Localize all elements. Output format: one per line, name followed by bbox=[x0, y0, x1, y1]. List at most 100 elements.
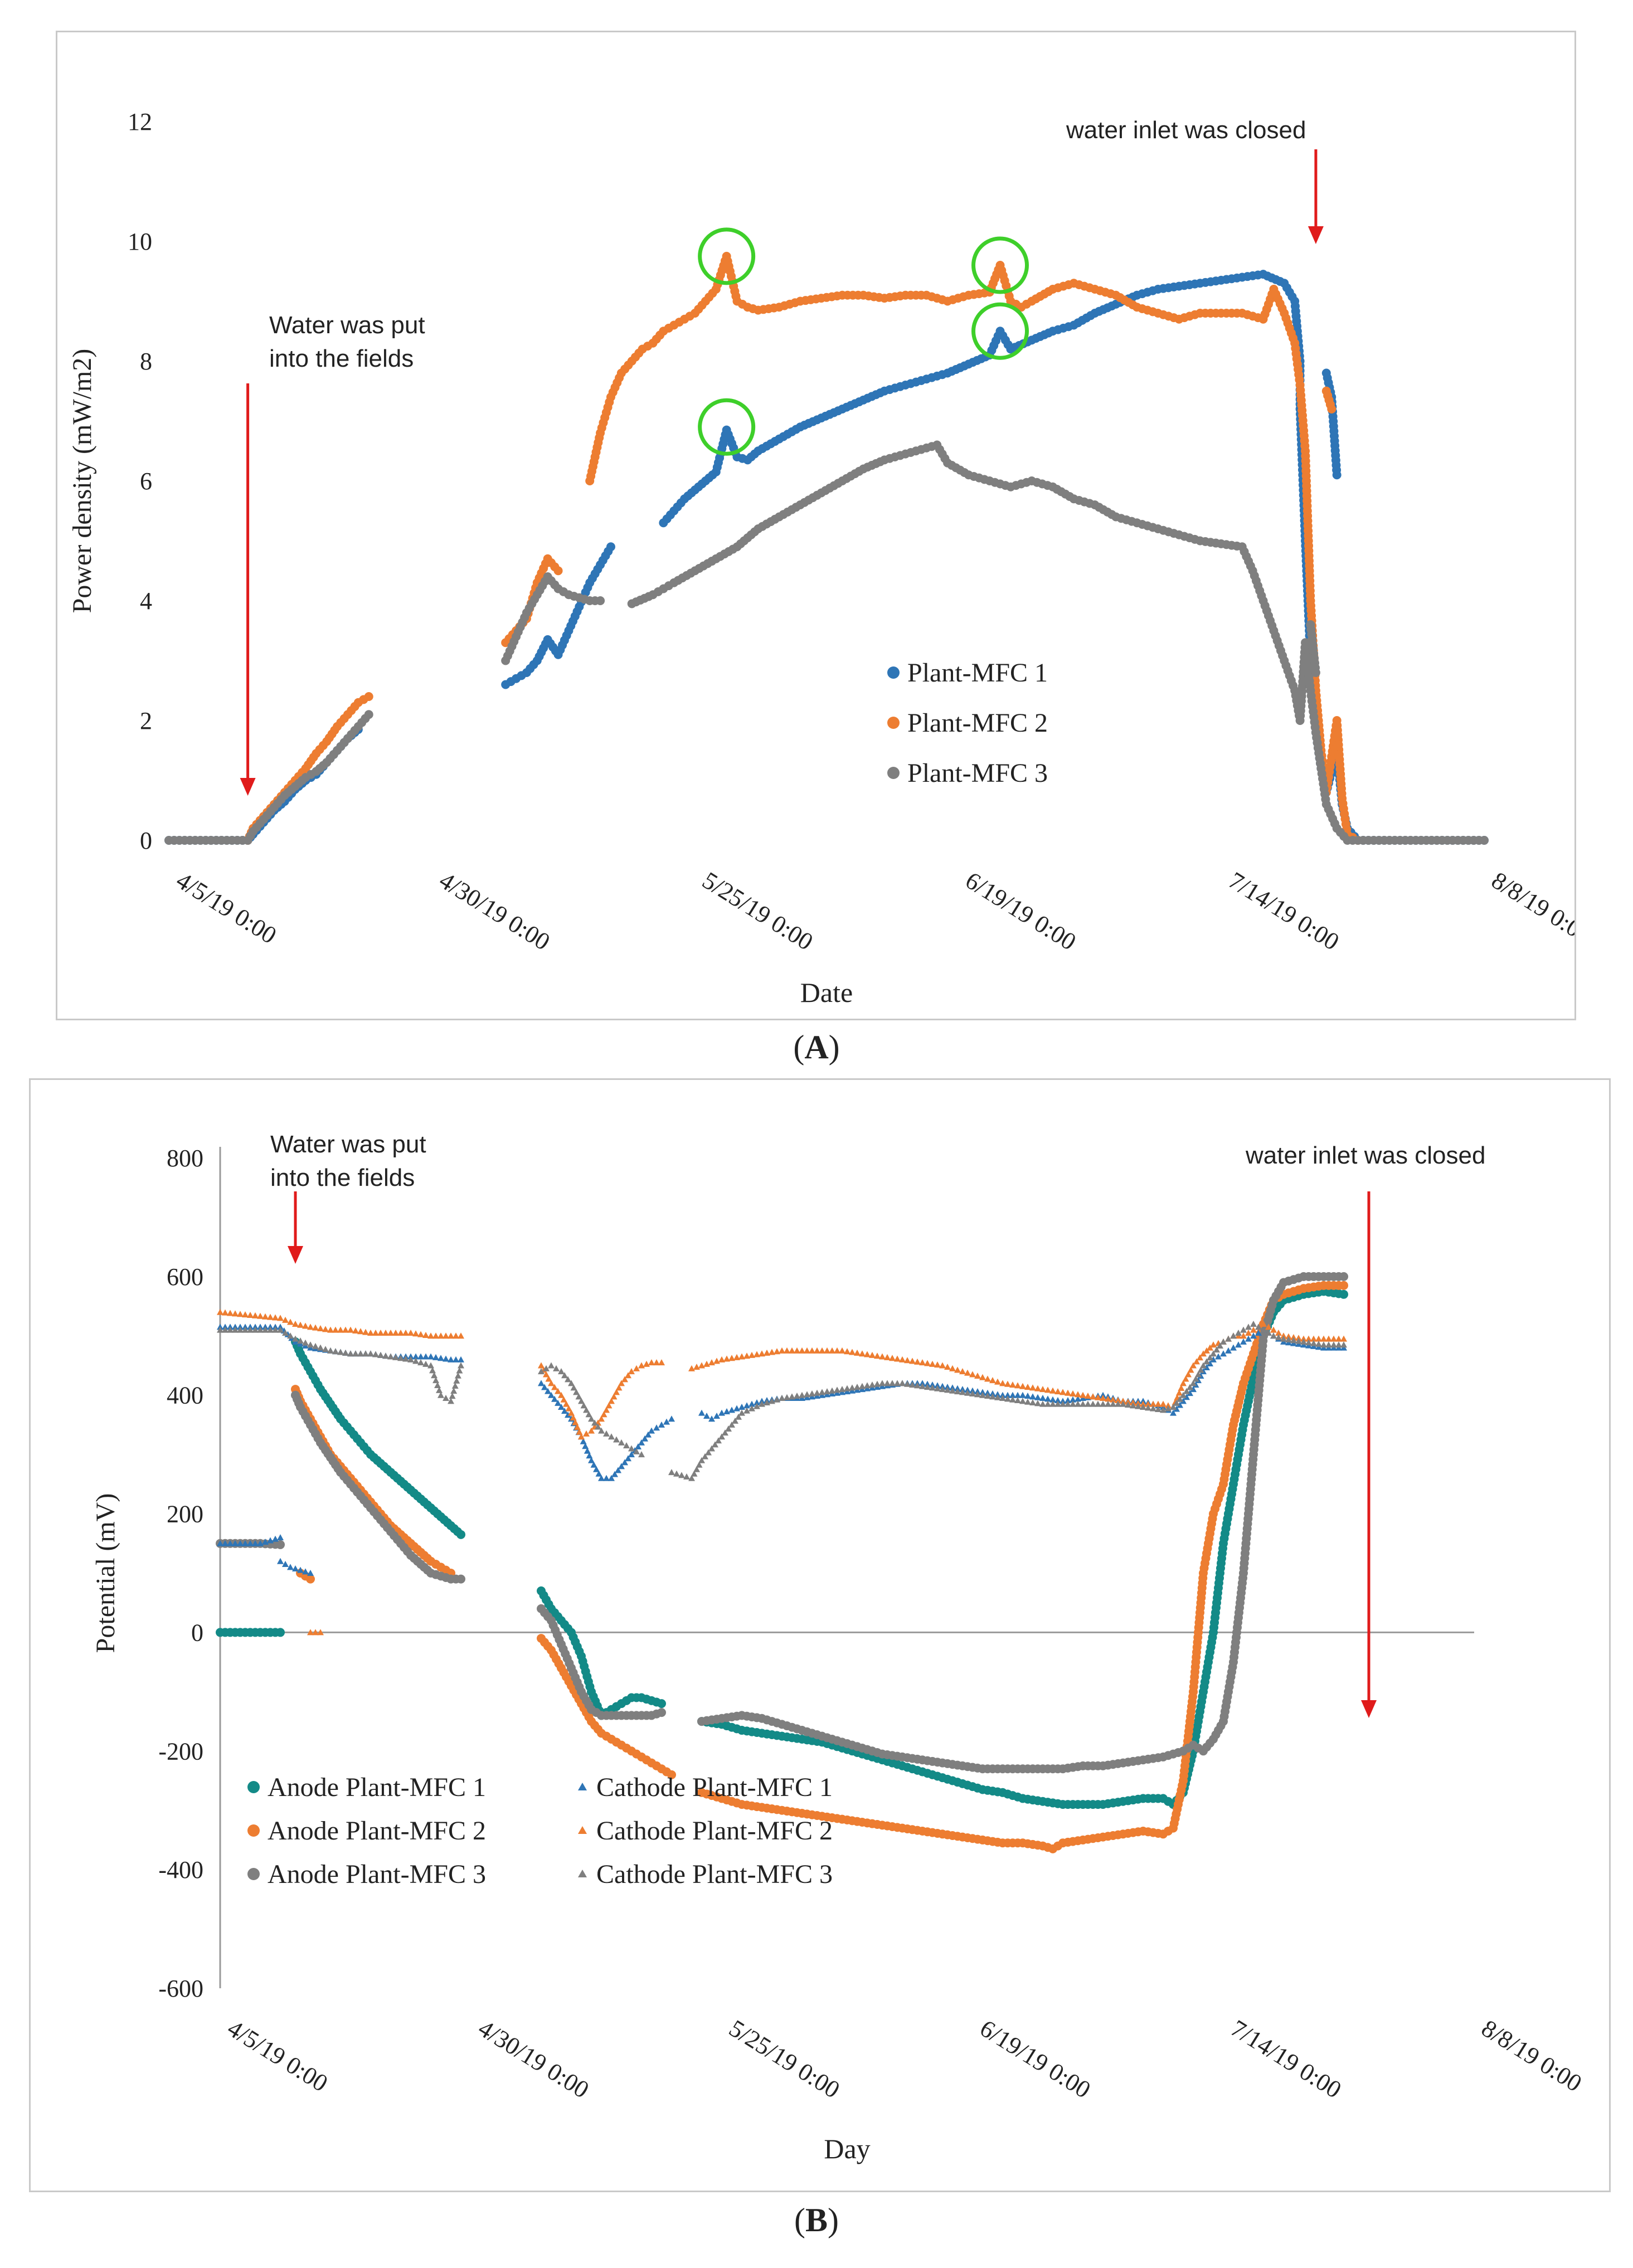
data-point bbox=[1225, 1335, 1232, 1342]
data-point bbox=[929, 1384, 936, 1391]
data-point bbox=[964, 1369, 971, 1376]
data-point bbox=[560, 1396, 567, 1403]
data-point bbox=[312, 1342, 319, 1349]
data-point bbox=[839, 1347, 845, 1354]
data-point bbox=[984, 1393, 991, 1399]
highlight-circle bbox=[971, 302, 1029, 360]
data-point bbox=[1190, 1386, 1197, 1393]
data-point bbox=[708, 1415, 715, 1422]
data-point bbox=[242, 1311, 249, 1318]
data-point bbox=[306, 1574, 315, 1584]
data-point bbox=[657, 1708, 666, 1717]
data-point bbox=[603, 1406, 610, 1413]
data-point bbox=[1080, 1391, 1086, 1398]
data-point bbox=[453, 1377, 460, 1384]
data-point bbox=[1019, 1383, 1026, 1389]
x-tick-label: 7/14/19 0:00 bbox=[1226, 2014, 1347, 2104]
data-point bbox=[337, 1326, 344, 1333]
data-point bbox=[282, 1316, 289, 1323]
data-point bbox=[538, 1368, 545, 1375]
data-point bbox=[979, 1374, 986, 1380]
data-point bbox=[454, 1372, 461, 1379]
data-point bbox=[749, 1400, 755, 1407]
y-tick-label: 800 bbox=[167, 1145, 203, 1172]
data-point bbox=[449, 1393, 456, 1399]
data-point bbox=[397, 1355, 404, 1361]
data-point bbox=[869, 1381, 876, 1388]
data-point bbox=[964, 1389, 971, 1396]
data-point bbox=[262, 1326, 269, 1333]
data-point bbox=[621, 1376, 628, 1383]
data-point bbox=[774, 1348, 780, 1355]
data-point bbox=[217, 1540, 223, 1546]
data-point bbox=[929, 1360, 936, 1367]
data-point bbox=[1230, 1332, 1237, 1339]
data-point bbox=[789, 1393, 795, 1400]
legend-label: Anode Plant-MFC 1 bbox=[268, 1773, 486, 1802]
data-point bbox=[1065, 1397, 1071, 1404]
data-point bbox=[1170, 1409, 1177, 1416]
data-point bbox=[1250, 1321, 1257, 1327]
data-point bbox=[1215, 1353, 1222, 1360]
data-point bbox=[575, 1393, 582, 1400]
data-point bbox=[949, 1387, 956, 1394]
data-point bbox=[688, 1365, 695, 1371]
data-point bbox=[595, 1470, 602, 1477]
data-point bbox=[262, 1313, 269, 1320]
data-point bbox=[1325, 1341, 1332, 1348]
data-point bbox=[436, 1386, 443, 1393]
annotation-text: Water was put bbox=[269, 312, 425, 339]
data-point bbox=[794, 1347, 800, 1354]
data-point bbox=[227, 1326, 234, 1333]
data-point bbox=[1044, 1395, 1051, 1402]
data-point bbox=[578, 1398, 585, 1404]
data-point bbox=[342, 1326, 349, 1333]
data-point bbox=[267, 1326, 274, 1333]
highlight-circle bbox=[971, 236, 1029, 294]
data-point bbox=[578, 1433, 585, 1440]
data-point bbox=[1019, 1398, 1026, 1404]
data-point bbox=[809, 1390, 815, 1397]
data-point bbox=[434, 1381, 441, 1388]
y-tick-label: 10 bbox=[128, 228, 152, 255]
data-point bbox=[292, 1565, 299, 1572]
data-point bbox=[1059, 1389, 1066, 1395]
data-point bbox=[565, 1376, 571, 1383]
data-point bbox=[723, 1408, 730, 1414]
data-point bbox=[1285, 1336, 1292, 1342]
legend-label: Cathode Plant-MFC 3 bbox=[596, 1860, 833, 1889]
data-point bbox=[227, 1540, 234, 1546]
data-point bbox=[713, 1357, 720, 1364]
data-point bbox=[443, 1332, 449, 1339]
data-point bbox=[598, 1427, 605, 1434]
series-plant-mfc-3 bbox=[164, 440, 1489, 845]
data-point bbox=[392, 1329, 399, 1336]
data-point bbox=[844, 1348, 850, 1355]
data-point bbox=[1245, 1329, 1252, 1336]
data-point bbox=[994, 1394, 1001, 1400]
data-point bbox=[999, 1380, 1006, 1386]
data-point bbox=[582, 1443, 589, 1449]
data-point bbox=[1080, 1400, 1086, 1407]
data-point bbox=[272, 1314, 279, 1321]
data-point bbox=[814, 1389, 820, 1396]
data-point bbox=[312, 1324, 319, 1331]
data-point bbox=[849, 1349, 856, 1355]
data-point bbox=[904, 1357, 911, 1364]
data-point bbox=[653, 1359, 660, 1366]
arrow-head bbox=[240, 778, 256, 796]
highlight-circle bbox=[698, 398, 756, 456]
data-point bbox=[794, 1393, 800, 1399]
data-point bbox=[934, 1385, 941, 1391]
data-point bbox=[641, 1435, 648, 1442]
data-point bbox=[610, 1393, 618, 1400]
data-point bbox=[237, 1540, 244, 1546]
data-point bbox=[718, 1433, 725, 1440]
data-point bbox=[605, 1402, 613, 1409]
data-point bbox=[387, 1353, 394, 1360]
data-point bbox=[984, 1375, 991, 1382]
data-point bbox=[297, 1337, 304, 1344]
y-tick-label: 400 bbox=[167, 1382, 203, 1409]
data-point bbox=[596, 596, 605, 605]
data-point bbox=[1240, 1332, 1247, 1339]
